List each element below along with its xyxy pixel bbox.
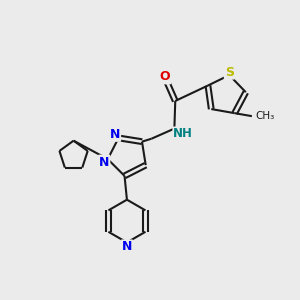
Text: NH: NH xyxy=(173,128,193,140)
Text: CH₃: CH₃ xyxy=(256,111,275,121)
Text: N: N xyxy=(110,128,120,141)
Text: N: N xyxy=(99,156,110,169)
Text: O: O xyxy=(160,70,170,83)
Text: S: S xyxy=(225,66,234,79)
Text: N: N xyxy=(122,240,132,254)
